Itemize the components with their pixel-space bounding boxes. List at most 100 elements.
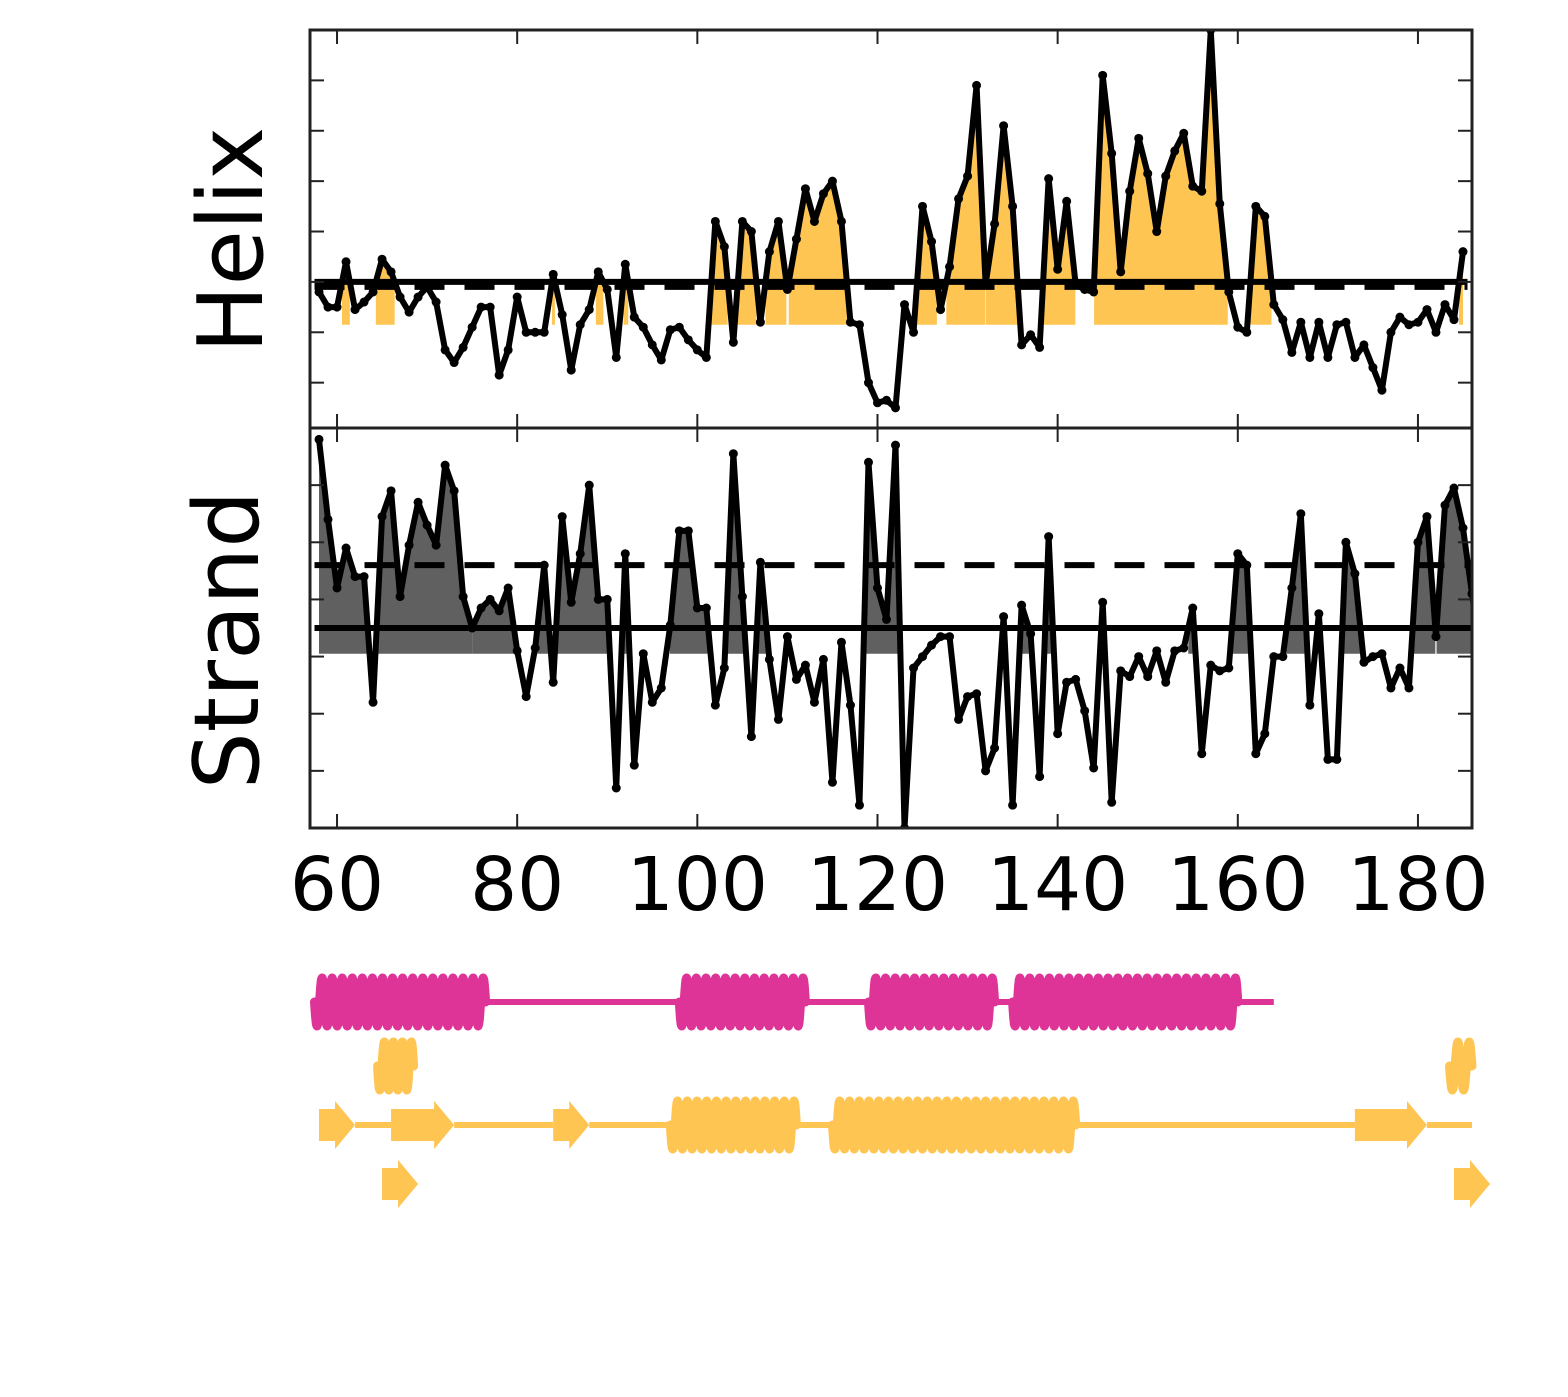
helix-data-point [1359,340,1369,350]
strand-data-point [1287,583,1297,593]
strand-data-point [1386,683,1396,693]
helix-data-point [999,121,1009,131]
helix-data-point [485,302,495,312]
strand-data-point [620,549,630,559]
strand-data-point [485,594,495,604]
strand-data-point [1440,500,1450,510]
strand-data-point [512,646,522,656]
strand-data-point [323,514,333,524]
strand-data-point [494,606,504,616]
strand-data-point [963,692,973,702]
helix-data-point [1233,322,1243,332]
strand-data-point [954,714,964,724]
x-tick-label: 180 [1347,842,1488,928]
helix-data-point [1242,327,1252,337]
strand-data-point [1224,663,1234,673]
strand-data-point [431,540,441,550]
strand-data-point [1152,646,1162,656]
helix-data-point [918,201,928,211]
helix-data-point [1386,327,1396,337]
helix-data-point [891,403,901,413]
strand-data-point [1044,532,1054,542]
strand-data-point [422,520,432,530]
helix-data-point [530,327,540,337]
strand-data-point [341,543,351,553]
strand-data-point [1107,797,1117,807]
helix-data-point [1035,342,1045,352]
helix-data-point [692,345,702,355]
strand-data-point [1197,749,1207,759]
helix-data-point [395,292,405,302]
strand-data-point [1305,700,1315,710]
helix-data-point [665,325,675,335]
helix-data-point [602,284,612,294]
helix-data-point [548,269,558,279]
helix-data-point [1431,327,1441,337]
helix-data-point [1341,317,1351,327]
helix-data-point [557,310,567,320]
strand-data-point [1035,772,1045,782]
helix-shaded-region [985,125,1018,325]
strand-data-point [1089,763,1099,773]
helix-data-point [1314,317,1324,327]
helix-data-point [1224,287,1234,297]
strand-data-point [1017,600,1027,610]
strand-data-point [1359,657,1369,667]
helix-data-point [990,219,1000,229]
strand-data-point [936,632,946,642]
helix-data-point [566,365,576,375]
helix-shaded-region [946,85,986,325]
helix-data-point [1260,211,1270,221]
strand-data-point [927,640,937,650]
strand-data-point [827,777,837,787]
strand-data-point [1323,754,1333,764]
helix-data-point [467,322,477,332]
strand-data-point [1431,632,1441,642]
helix-data-point [809,216,819,226]
strand-data-point [692,603,702,613]
strand-data-point [530,643,540,653]
helix-data-point [1017,340,1027,350]
strand-shaded-region [556,485,609,654]
ss-helix [827,1096,1081,1154]
helix-data-point [719,242,729,252]
helix-data-point [683,335,693,345]
helix-data-point [773,216,783,226]
helix-data-point [1071,279,1081,289]
strand-data-point [368,697,378,707]
ss-helix [1445,1037,1477,1095]
helix-data-point [1107,148,1117,158]
helix-data-point [764,247,774,257]
helix-data-point [872,398,882,408]
strand-data-point [1449,483,1459,493]
helix-data-point [1008,201,1018,211]
helix-data-point [1044,174,1054,184]
strand-data-point [1269,652,1279,662]
strand-data-point [1513,501,1522,510]
helix-data-point [945,262,955,272]
helix-data-point [737,216,747,226]
ss-helix [665,1096,801,1154]
strand-data-point [665,620,675,630]
helix-data-point [584,305,594,315]
strand-data-point [782,632,792,642]
helix-data-point [1404,320,1414,330]
strand-data-point [1116,666,1126,676]
strand-shaded-region [537,565,550,654]
strand-data-point [881,614,891,624]
helix-data-point [927,237,937,247]
helix-shaded-region [1094,30,1228,325]
helix-data-point [521,327,531,337]
strand-data-point [350,572,360,582]
strand-data-point [359,572,369,582]
helix-data-point [1143,169,1153,179]
strand-data-point [764,654,774,664]
strand-data-point [845,700,855,710]
strand-data-point [809,697,819,707]
strand-data-point [818,654,828,664]
strand-data-point [1332,754,1342,764]
helix-series-line [316,30,1466,411]
helix-data-point [1251,201,1261,211]
strand-data-point [656,683,666,693]
helix-data-point [1170,146,1180,156]
